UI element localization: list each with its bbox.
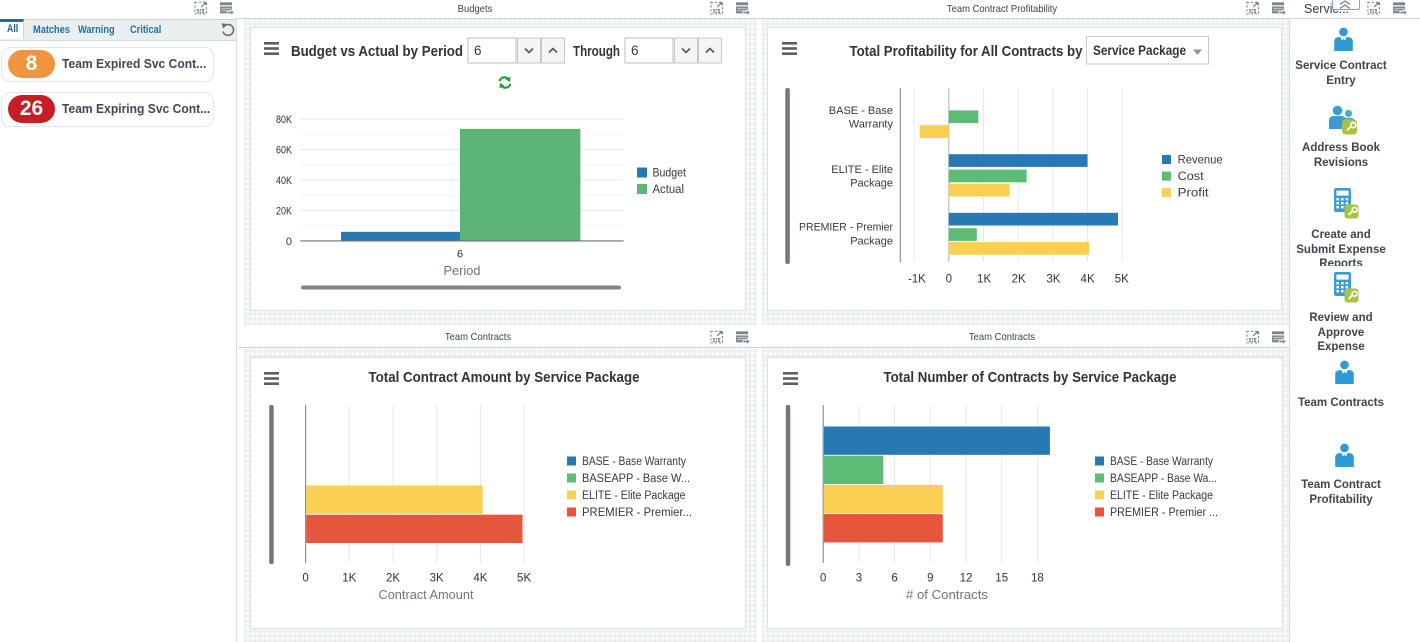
svg-text:Total Number of Contracts by S: Total Number of Contracts by Service Pac… [884,369,1177,386]
svg-text:0: 0 [286,236,292,248]
svg-text:9: 9 [927,573,933,585]
svg-text:Budget vs Actual by Period: Budget vs Actual by Period [291,43,463,60]
svg-text:PREMIER - Premier ...: PREMIER - Premier ... [1110,507,1218,519]
svg-text:PREMIER - Premier...: PREMIER - Premier... [582,507,692,519]
svg-text:80K: 80K [276,114,293,126]
svg-text:15: 15 [995,573,1008,585]
svg-text:# of Contracts: # of Contracts [906,587,988,602]
svg-text:6: 6 [631,43,639,58]
svg-text:4K: 4K [1081,274,1095,286]
svg-text:ELITE - Elite: ELITE - Elite [831,164,893,176]
svg-text:BASEAPP - Base W...: BASEAPP - Base W... [582,473,690,485]
svg-text:0: 0 [946,274,952,286]
svg-text:5K: 5K [1115,274,1129,286]
svg-text:1K: 1K [342,573,356,585]
svg-text:0: 0 [820,573,826,585]
svg-text:Period: Period [444,263,481,278]
svg-text:18: 18 [1031,573,1044,585]
svg-text:6: 6 [457,249,463,261]
svg-text:3K: 3K [430,573,444,585]
svg-text:12: 12 [960,573,973,585]
svg-text:ELITE - Elite Package: ELITE - Elite Package [1110,490,1213,502]
svg-text:Cost: Cost [1178,171,1205,183]
svg-text:2K: 2K [386,573,400,585]
svg-text:BASE - Base Warranty: BASE - Base Warranty [1110,456,1213,468]
svg-text:PREMIER - Premier: PREMIER - Premier [799,222,893,234]
svg-text:2K: 2K [1012,274,1026,286]
svg-text:-1K: -1K [908,274,926,286]
svg-text:Warranty: Warranty [849,119,894,131]
svg-text:Revenue: Revenue [1178,155,1223,167]
svg-text:BASEAPP - Base Wa...: BASEAPP - Base Wa... [1110,473,1217,485]
svg-text:Total Contract Amount by Servi: Total Contract Amount by Service Package [369,369,640,386]
svg-text:Total Profitability for All Co: Total Profitability for All Contracts by [850,43,1084,60]
svg-text:5K: 5K [517,573,531,585]
svg-text:Package: Package [850,235,893,247]
svg-text:Budget: Budget [653,168,687,180]
svg-text:4K: 4K [473,573,487,585]
svg-text:Service Package: Service Package [1093,43,1186,58]
svg-text:3: 3 [856,573,862,585]
svg-text:40K: 40K [276,175,293,187]
svg-text:BASE - Base: BASE - Base [829,105,893,117]
svg-text:Actual: Actual [653,184,685,196]
svg-text:6: 6 [474,43,482,58]
svg-text:BASE - Base Warranty: BASE - Base Warranty [582,456,686,468]
svg-text:3K: 3K [1046,274,1060,286]
svg-text:6: 6 [891,573,897,585]
svg-text:20K: 20K [276,205,293,217]
svg-text:Through: Through [573,43,620,60]
svg-text:0: 0 [302,573,308,585]
svg-text:ELITE - Elite Package: ELITE - Elite Package [582,490,686,502]
svg-text:60K: 60K [276,144,293,156]
svg-text:Contract Amount: Contract Amount [379,587,474,602]
svg-text:Profit: Profit [1178,188,1210,200]
svg-text:1K: 1K [977,274,991,286]
svg-text:Package: Package [850,178,893,190]
